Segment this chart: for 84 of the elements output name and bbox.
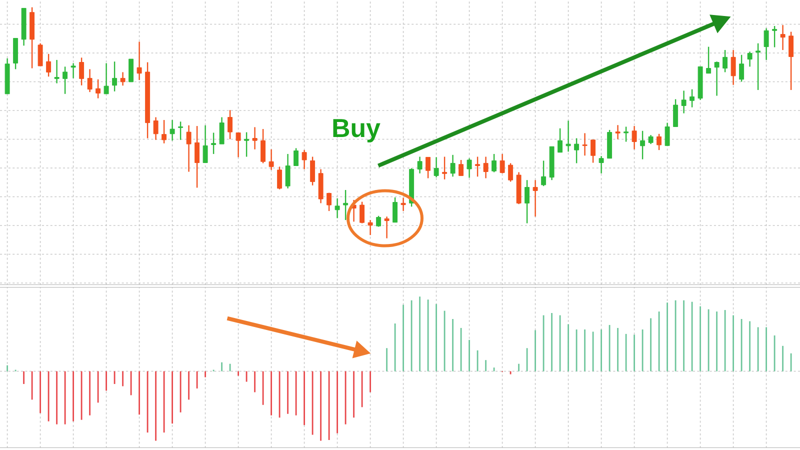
candlestick [178, 121, 184, 140]
candlestick [252, 126, 258, 150]
candlestick [79, 57, 84, 86]
candlestick [483, 156, 488, 179]
candlestick [466, 158, 472, 178]
annotation: Buy [333, 119, 380, 142]
candlestick [54, 59, 60, 84]
candlestick [764, 28, 769, 61]
candlestick [268, 148, 274, 171]
candlestick [62, 66, 68, 95]
candlestick [442, 156, 448, 180]
candlestick [277, 166, 282, 190]
candlestick [400, 197, 406, 212]
candlestick [326, 192, 332, 212]
candlestick [739, 54, 744, 82]
candlestick [673, 98, 678, 128]
candlestick [136, 41, 142, 81]
candlestick [747, 51, 752, 68]
candlestick [128, 58, 134, 82]
candlestick [434, 156, 439, 178]
candlestick [38, 42, 43, 67]
candlestick [458, 159, 464, 177]
candlestick [590, 139, 596, 164]
candlestick [170, 119, 175, 142]
candlestick [524, 179, 530, 224]
candlestick [417, 156, 422, 174]
candlestick [450, 154, 456, 178]
candlestick [360, 201, 365, 224]
candlestick [211, 132, 216, 155]
candlestick [384, 216, 390, 239]
candlestick [598, 155, 604, 174]
candlestick [70, 62, 76, 79]
candlestick [244, 132, 250, 158]
candlestick [706, 46, 712, 74]
candlestick [632, 125, 637, 150]
candlestick [582, 132, 588, 156]
candlestick [558, 128, 563, 153]
candlestick [772, 25, 778, 48]
candlestick [96, 78, 101, 99]
candlestick [780, 24, 786, 51]
candlestick [310, 156, 316, 186]
candlestick [426, 156, 431, 179]
candlestick [722, 49, 728, 73]
candlestick [294, 148, 299, 166]
candlestick [492, 153, 497, 173]
candlestick [120, 72, 126, 86]
candlestick [648, 134, 654, 145]
candlestick [368, 219, 373, 236]
candlestick [87, 68, 92, 93]
candlestick [566, 120, 571, 152]
candlestick [334, 198, 340, 219]
candlestick [615, 124, 620, 140]
candlestick [664, 122, 670, 146]
candlestick [46, 53, 52, 78]
candlestick [681, 90, 686, 114]
candlestick [500, 153, 505, 174]
candlestick [112, 60, 118, 92]
candlestick [574, 138, 580, 164]
candlestick [640, 130, 646, 160]
candlestick [392, 196, 398, 223]
candlestick [219, 116, 224, 145]
candlestick [104, 62, 109, 95]
candlestick [508, 162, 514, 182]
candlestick [194, 125, 200, 188]
candlestick [153, 116, 158, 140]
candlestick [714, 60, 720, 96]
candlestick [202, 124, 208, 164]
candlestick [260, 128, 266, 164]
candlestick [788, 31, 794, 91]
candlestick [624, 126, 629, 142]
candlestick [228, 109, 233, 140]
candlestick [656, 133, 662, 151]
candlestick [162, 119, 167, 144]
candlestick [532, 179, 538, 218]
candlestick [302, 149, 307, 170]
candlestick [285, 153, 290, 189]
candlestick [236, 132, 241, 158]
candlestick [186, 124, 192, 172]
candlestick [730, 49, 736, 86]
candlestick [343, 189, 348, 221]
candlestick [690, 88, 695, 108]
candlestick [756, 42, 761, 91]
candlestick [475, 156, 480, 178]
candlestick [541, 160, 546, 187]
